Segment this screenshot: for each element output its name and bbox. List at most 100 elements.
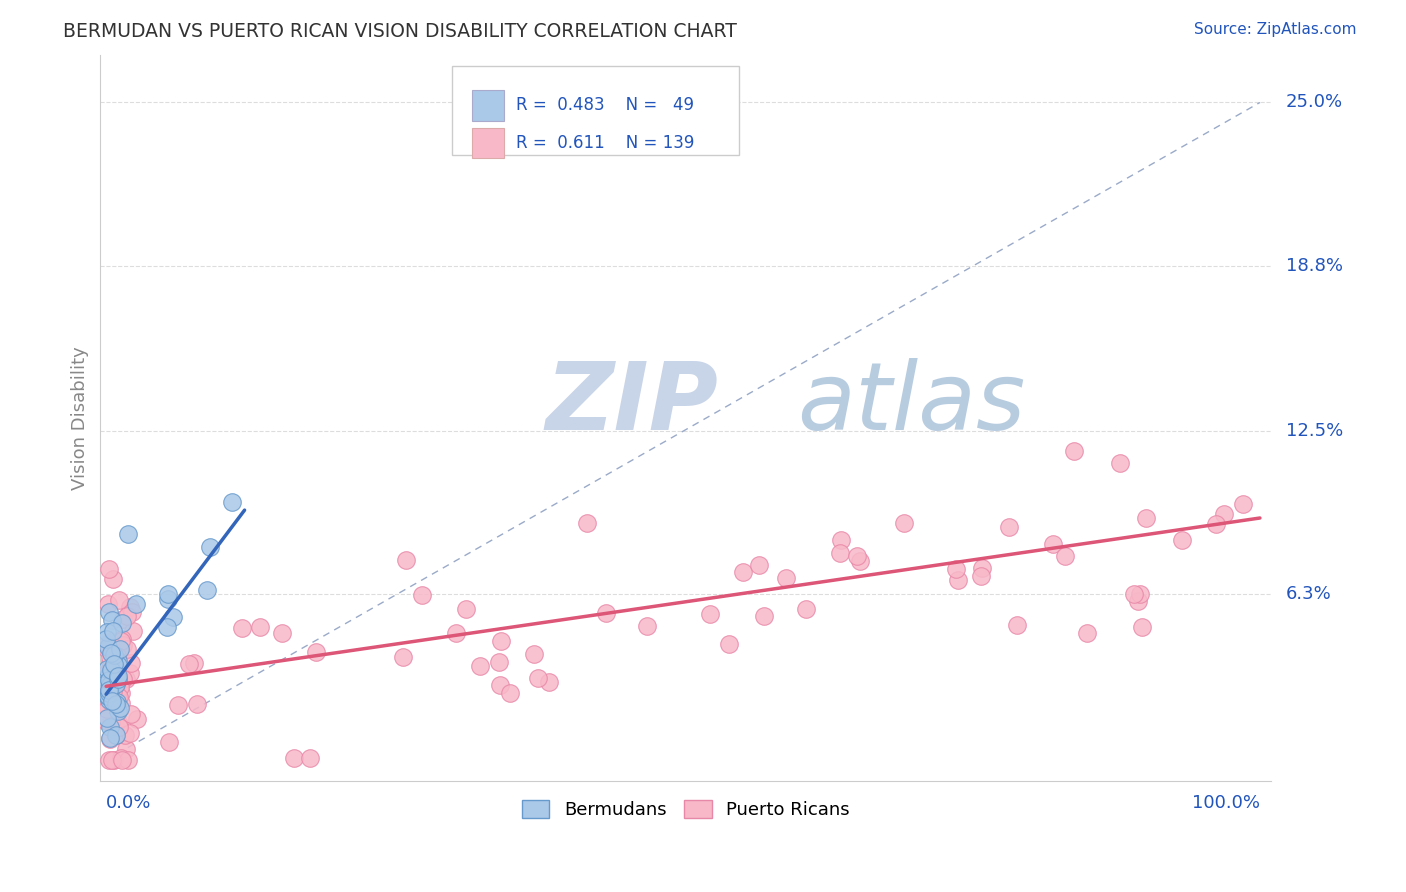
Point [120, 707, 142, 722]
Point [96, 666, 118, 681]
Point [127, 712, 149, 726]
Point [120, 600, 142, 615]
Point [107, 670, 129, 684]
Point [100, 715, 122, 730]
Point [96, 632, 118, 646]
Point [110, 696, 132, 710]
Point [775, 571, 797, 585]
Text: R =  0.611    N = 139: R = 0.611 N = 139 [516, 134, 695, 152]
Point [101, 635, 124, 649]
Point [105, 697, 128, 711]
Point [118, 726, 141, 740]
Point [162, 609, 184, 624]
Point [96, 680, 118, 694]
Point [98, 655, 121, 669]
Point [200, 540, 222, 554]
Point [283, 751, 305, 765]
Point [1042, 536, 1064, 550]
Point [849, 553, 872, 567]
Point [108, 716, 131, 731]
Point [111, 672, 134, 686]
Point [183, 656, 205, 670]
Point [103, 700, 125, 714]
Point [105, 728, 128, 742]
Point [1205, 516, 1227, 531]
Point [112, 612, 135, 626]
Point [1129, 587, 1152, 601]
Point [115, 608, 138, 623]
Point [108, 700, 131, 714]
Point [754, 608, 776, 623]
Point [100, 646, 122, 660]
Point [104, 727, 127, 741]
Point [103, 624, 125, 638]
Point [103, 641, 125, 656]
Point [636, 619, 658, 633]
Point [231, 621, 253, 635]
Point [97, 673, 120, 687]
Point [110, 751, 132, 765]
Point [945, 562, 967, 576]
Point [101, 699, 124, 714]
Point [105, 688, 128, 702]
Point [177, 657, 200, 671]
Point [392, 649, 415, 664]
Point [115, 742, 138, 756]
Point [717, 637, 740, 651]
Point [104, 672, 127, 686]
Point [186, 697, 208, 711]
Point [107, 644, 129, 658]
Point [117, 526, 139, 541]
Point [125, 597, 148, 611]
Point [446, 626, 468, 640]
Point [111, 632, 134, 647]
Point [108, 690, 131, 705]
Point [946, 573, 969, 587]
Text: 6.3%: 6.3% [1285, 585, 1331, 603]
Point [499, 686, 522, 700]
Point [395, 552, 418, 566]
Point [107, 654, 129, 668]
Text: Source: ZipAtlas.com: Source: ZipAtlas.com [1194, 22, 1357, 37]
Point [98, 605, 121, 619]
Point [110, 686, 132, 700]
Point [104, 718, 127, 732]
Point [794, 602, 817, 616]
Point [195, 582, 218, 597]
Point [893, 516, 915, 531]
Point [107, 668, 129, 682]
Point [98, 732, 121, 747]
Bar [471, 128, 505, 158]
Point [96, 624, 118, 639]
Point [96, 702, 118, 716]
Point [97, 692, 120, 706]
Point [96, 698, 118, 712]
Point [98, 682, 121, 697]
Y-axis label: Vision Disability: Vision Disability [72, 346, 89, 490]
Point [456, 602, 478, 616]
Point [748, 558, 770, 572]
Point [101, 696, 124, 710]
Point [249, 620, 271, 634]
Text: BERMUDAN VS PUERTO RICAN VISION DISABILITY CORRELATION CHART: BERMUDAN VS PUERTO RICAN VISION DISABILI… [63, 22, 737, 41]
Point [100, 613, 122, 627]
Point [491, 633, 513, 648]
Point [1007, 618, 1029, 632]
Bar [471, 90, 505, 120]
Point [117, 642, 139, 657]
Point [105, 687, 128, 701]
Point [1076, 625, 1098, 640]
Point [107, 704, 129, 718]
Point [699, 607, 721, 622]
Point [167, 698, 190, 713]
Point [100, 673, 122, 687]
Point [537, 675, 560, 690]
Text: R =  0.483    N =   49: R = 0.483 N = 49 [516, 96, 695, 114]
Point [98, 650, 121, 665]
Point [121, 605, 143, 619]
Point [101, 675, 124, 690]
Point [970, 569, 993, 583]
Point [103, 657, 125, 671]
Point [100, 672, 122, 686]
Point [1053, 549, 1076, 564]
